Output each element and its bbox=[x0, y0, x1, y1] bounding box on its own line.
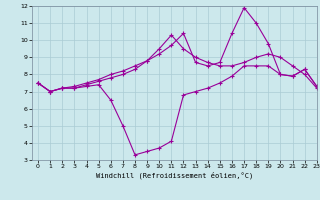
X-axis label: Windchill (Refroidissement éolien,°C): Windchill (Refroidissement éolien,°C) bbox=[96, 172, 253, 179]
